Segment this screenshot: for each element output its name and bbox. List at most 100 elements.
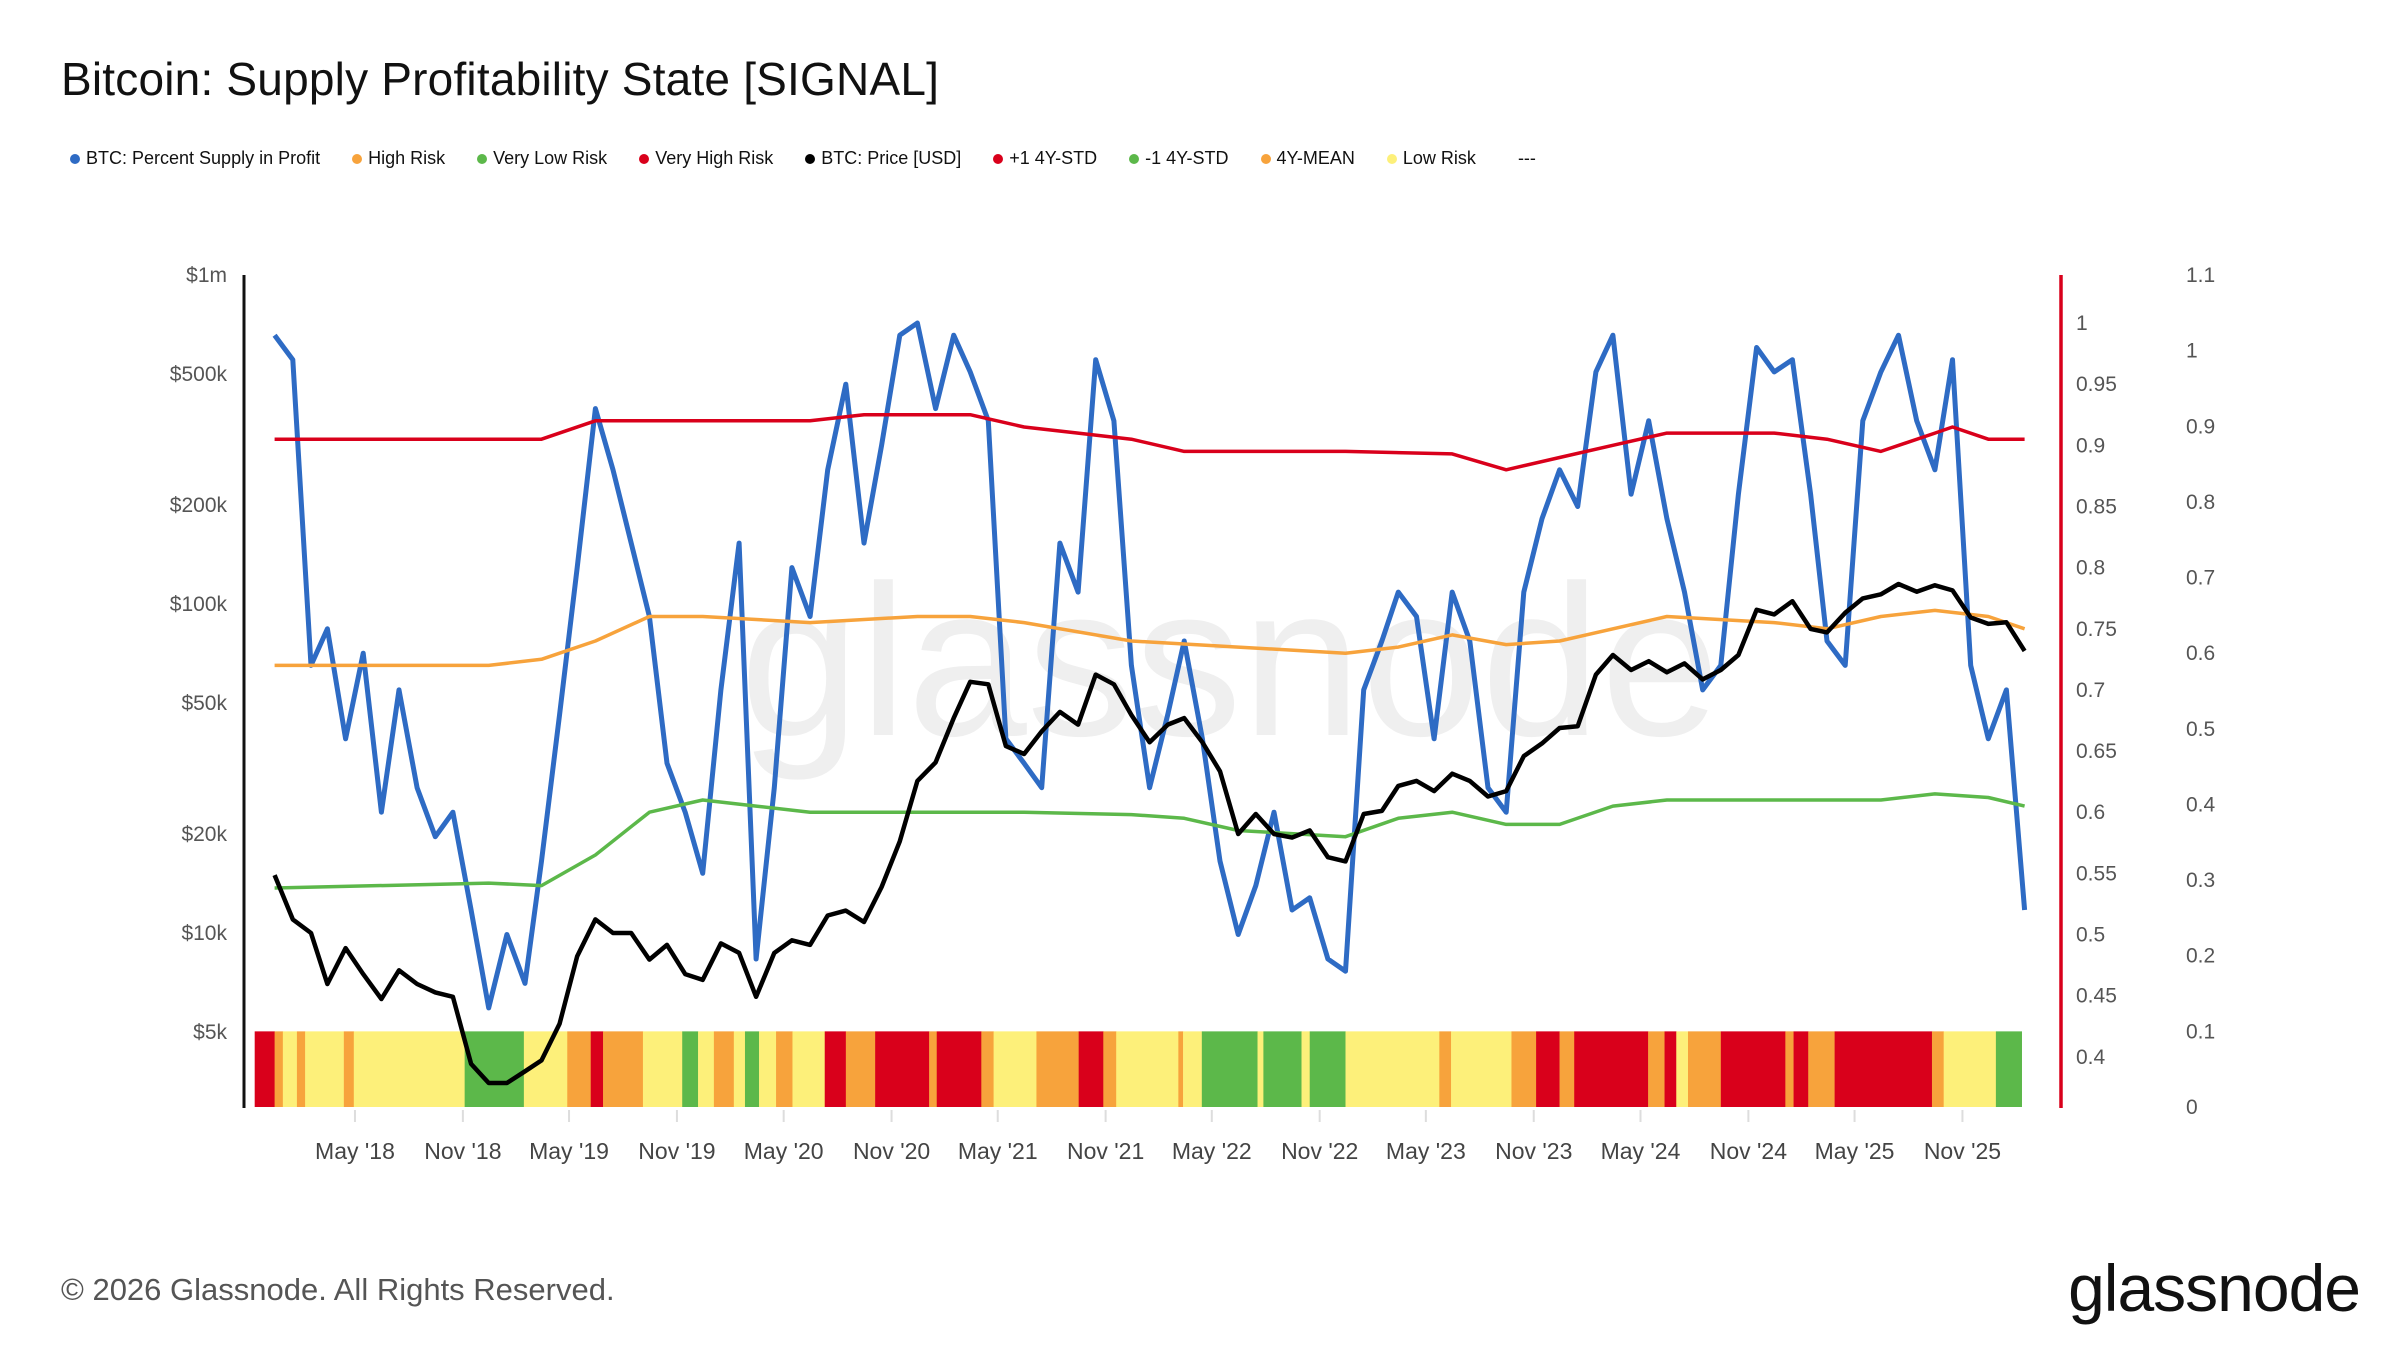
risk-state-segment [1943, 1031, 1997, 1107]
legend-label: +1 4Y-STD [1009, 148, 1098, 168]
risk-state-segment [1301, 1031, 1311, 1107]
x-tick-label: Nov '23 [1495, 1138, 1572, 1164]
y-left-tick-label: $200k [170, 494, 228, 517]
risk-state-segment [1793, 1031, 1809, 1107]
y-right-tick-label: 0.7 [2186, 567, 2215, 590]
risk-state-segment [792, 1031, 826, 1107]
legend-dot [1260, 153, 1271, 164]
risk-state-segment [1648, 1031, 1665, 1107]
legend-item-price[interactable]: BTC: Price [USD] [805, 148, 961, 169]
risk-state-segment [1536, 1031, 1560, 1107]
risk-state-segment [1720, 1031, 1786, 1107]
legend-dot [477, 153, 488, 164]
risk-state-segment [1309, 1031, 1346, 1107]
risk-state-segment [1078, 1031, 1104, 1107]
risk-state-segment [1178, 1031, 1184, 1107]
legend-item-more[interactable]: --- [1518, 148, 1536, 169]
risk-state-segment [1116, 1031, 1179, 1107]
x-tick-label: May '23 [1386, 1138, 1466, 1164]
legend-item-minus-1-std[interactable]: -1 4Y-STD [1129, 148, 1229, 169]
risk-state-segment [603, 1031, 644, 1107]
y-middle-tick-label: 0.85 [2076, 495, 2117, 518]
y-right-tick-label: 0.5 [2186, 718, 2215, 741]
y-middle-tick-label: 0.5 [2076, 924, 2105, 947]
risk-state-segment [733, 1031, 746, 1107]
risk-state-segment [1257, 1031, 1264, 1107]
risk-state-segment [824, 1031, 847, 1107]
legend-item-low-risk[interactable]: Low Risk [1386, 148, 1476, 169]
legend-dot [805, 153, 816, 164]
y-right-tick-label: 0.1 [2186, 1020, 2215, 1043]
legend-item-very-low-risk[interactable]: Very Low Risk [477, 148, 607, 169]
legend-item-plus-1-std[interactable]: +1 4Y-STD [993, 148, 1097, 169]
risk-state-segment [875, 1031, 930, 1107]
band-line--1-4y-std [274, 792, 2026, 890]
risk-state-segment [353, 1031, 465, 1107]
watermark-text: glassnode [740, 540, 1720, 781]
y-right-tick-label: 1 [2186, 340, 2198, 363]
risk-state-segment [1687, 1031, 1722, 1107]
risk-state-segment [698, 1031, 715, 1107]
y-right-tick-label: 0.9 [2186, 415, 2215, 438]
band-line--1-4y-std [274, 412, 2025, 472]
y-right-tick-label: 0.8 [2186, 491, 2215, 514]
risk-state-segment [936, 1031, 982, 1107]
risk-state-segment [1345, 1031, 1440, 1107]
legend-item-4y-mean[interactable]: 4Y-MEAN [1260, 148, 1355, 169]
y-left-tick-label: $10k [181, 922, 227, 945]
y-left-tick-label: $20k [181, 823, 227, 846]
y-right-tick-label: 1.1 [2186, 264, 2215, 287]
y-left-tick-label: $50k [181, 692, 227, 715]
risk-state-segment [305, 1031, 345, 1107]
risk-state-segment [1995, 1031, 2022, 1107]
risk-state-segment [744, 1031, 760, 1107]
legend-dot [352, 153, 363, 164]
y-middle-tick-label: 1 [2076, 312, 2088, 335]
x-tick-label: Nov '24 [1710, 1138, 1787, 1164]
risk-state-segment [1263, 1031, 1302, 1107]
x-tick-label: May '19 [529, 1138, 609, 1164]
legend-item-high-risk[interactable]: High Risk [352, 148, 445, 169]
legend-dot [70, 153, 80, 164]
x-tick-label: May '20 [744, 1138, 824, 1164]
legend-label: Very High Risk [655, 148, 774, 168]
y-middle-tick-label: 0.95 [2076, 373, 2117, 396]
x-tick-label: Nov '25 [1924, 1138, 2001, 1164]
risk-state-segment [1511, 1031, 1537, 1107]
risk-state-segment [590, 1031, 604, 1107]
risk-state-segment [1676, 1031, 1689, 1107]
risk-state-segment [993, 1031, 1037, 1107]
legend-item-very-high-risk[interactable]: Very High Risk [639, 148, 773, 169]
risk-state-segment [254, 1031, 275, 1107]
legend: BTC: Percent Supply in Profit High Risk … [70, 148, 1568, 169]
risk-state-segment [682, 1031, 699, 1107]
y-middle-tick-label: 0.45 [2076, 985, 2117, 1008]
risk-state-segment [1785, 1031, 1794, 1107]
legend-item-percent-supply-in-profit[interactable]: BTC: Percent Supply in Profit [70, 148, 320, 169]
risk-state-segment [1201, 1031, 1258, 1107]
y-middle-tick-label: 0.75 [2076, 618, 2117, 641]
y-right-tick-label: 0.6 [2186, 642, 2215, 665]
y-middle-tick-label: 0.7 [2076, 679, 2105, 702]
x-tick-label: May '21 [958, 1138, 1038, 1164]
y-left-tick-label: $5k [193, 1021, 227, 1044]
risk-state-segment [1036, 1031, 1079, 1107]
x-tick-label: May '18 [315, 1138, 395, 1164]
y-middle-tick-label: 0.65 [2076, 740, 2117, 763]
risk-state-segment [759, 1031, 777, 1107]
risk-state-segment [845, 1031, 876, 1107]
y-right-tick-label: 0.3 [2186, 869, 2215, 892]
series-line-percent-supply-in-profit [272, 320, 2028, 1011]
legend-label: -1 4Y-STD [1145, 148, 1229, 168]
y-left-tick-label: $500k [170, 363, 228, 386]
legend-label: High Risk [368, 148, 446, 168]
y-middle-tick-label: 0.55 [2076, 862, 2117, 885]
x-tick-label: May '24 [1601, 1138, 1681, 1164]
x-tick-label: Nov '20 [853, 1138, 930, 1164]
legend-label: 4Y-MEAN [1276, 148, 1355, 168]
legend-label: BTC: Price [USD] [821, 148, 962, 168]
risk-state-segment [776, 1031, 793, 1107]
risk-state-segment [1931, 1031, 1944, 1107]
x-tick-label: Nov '19 [638, 1138, 715, 1164]
